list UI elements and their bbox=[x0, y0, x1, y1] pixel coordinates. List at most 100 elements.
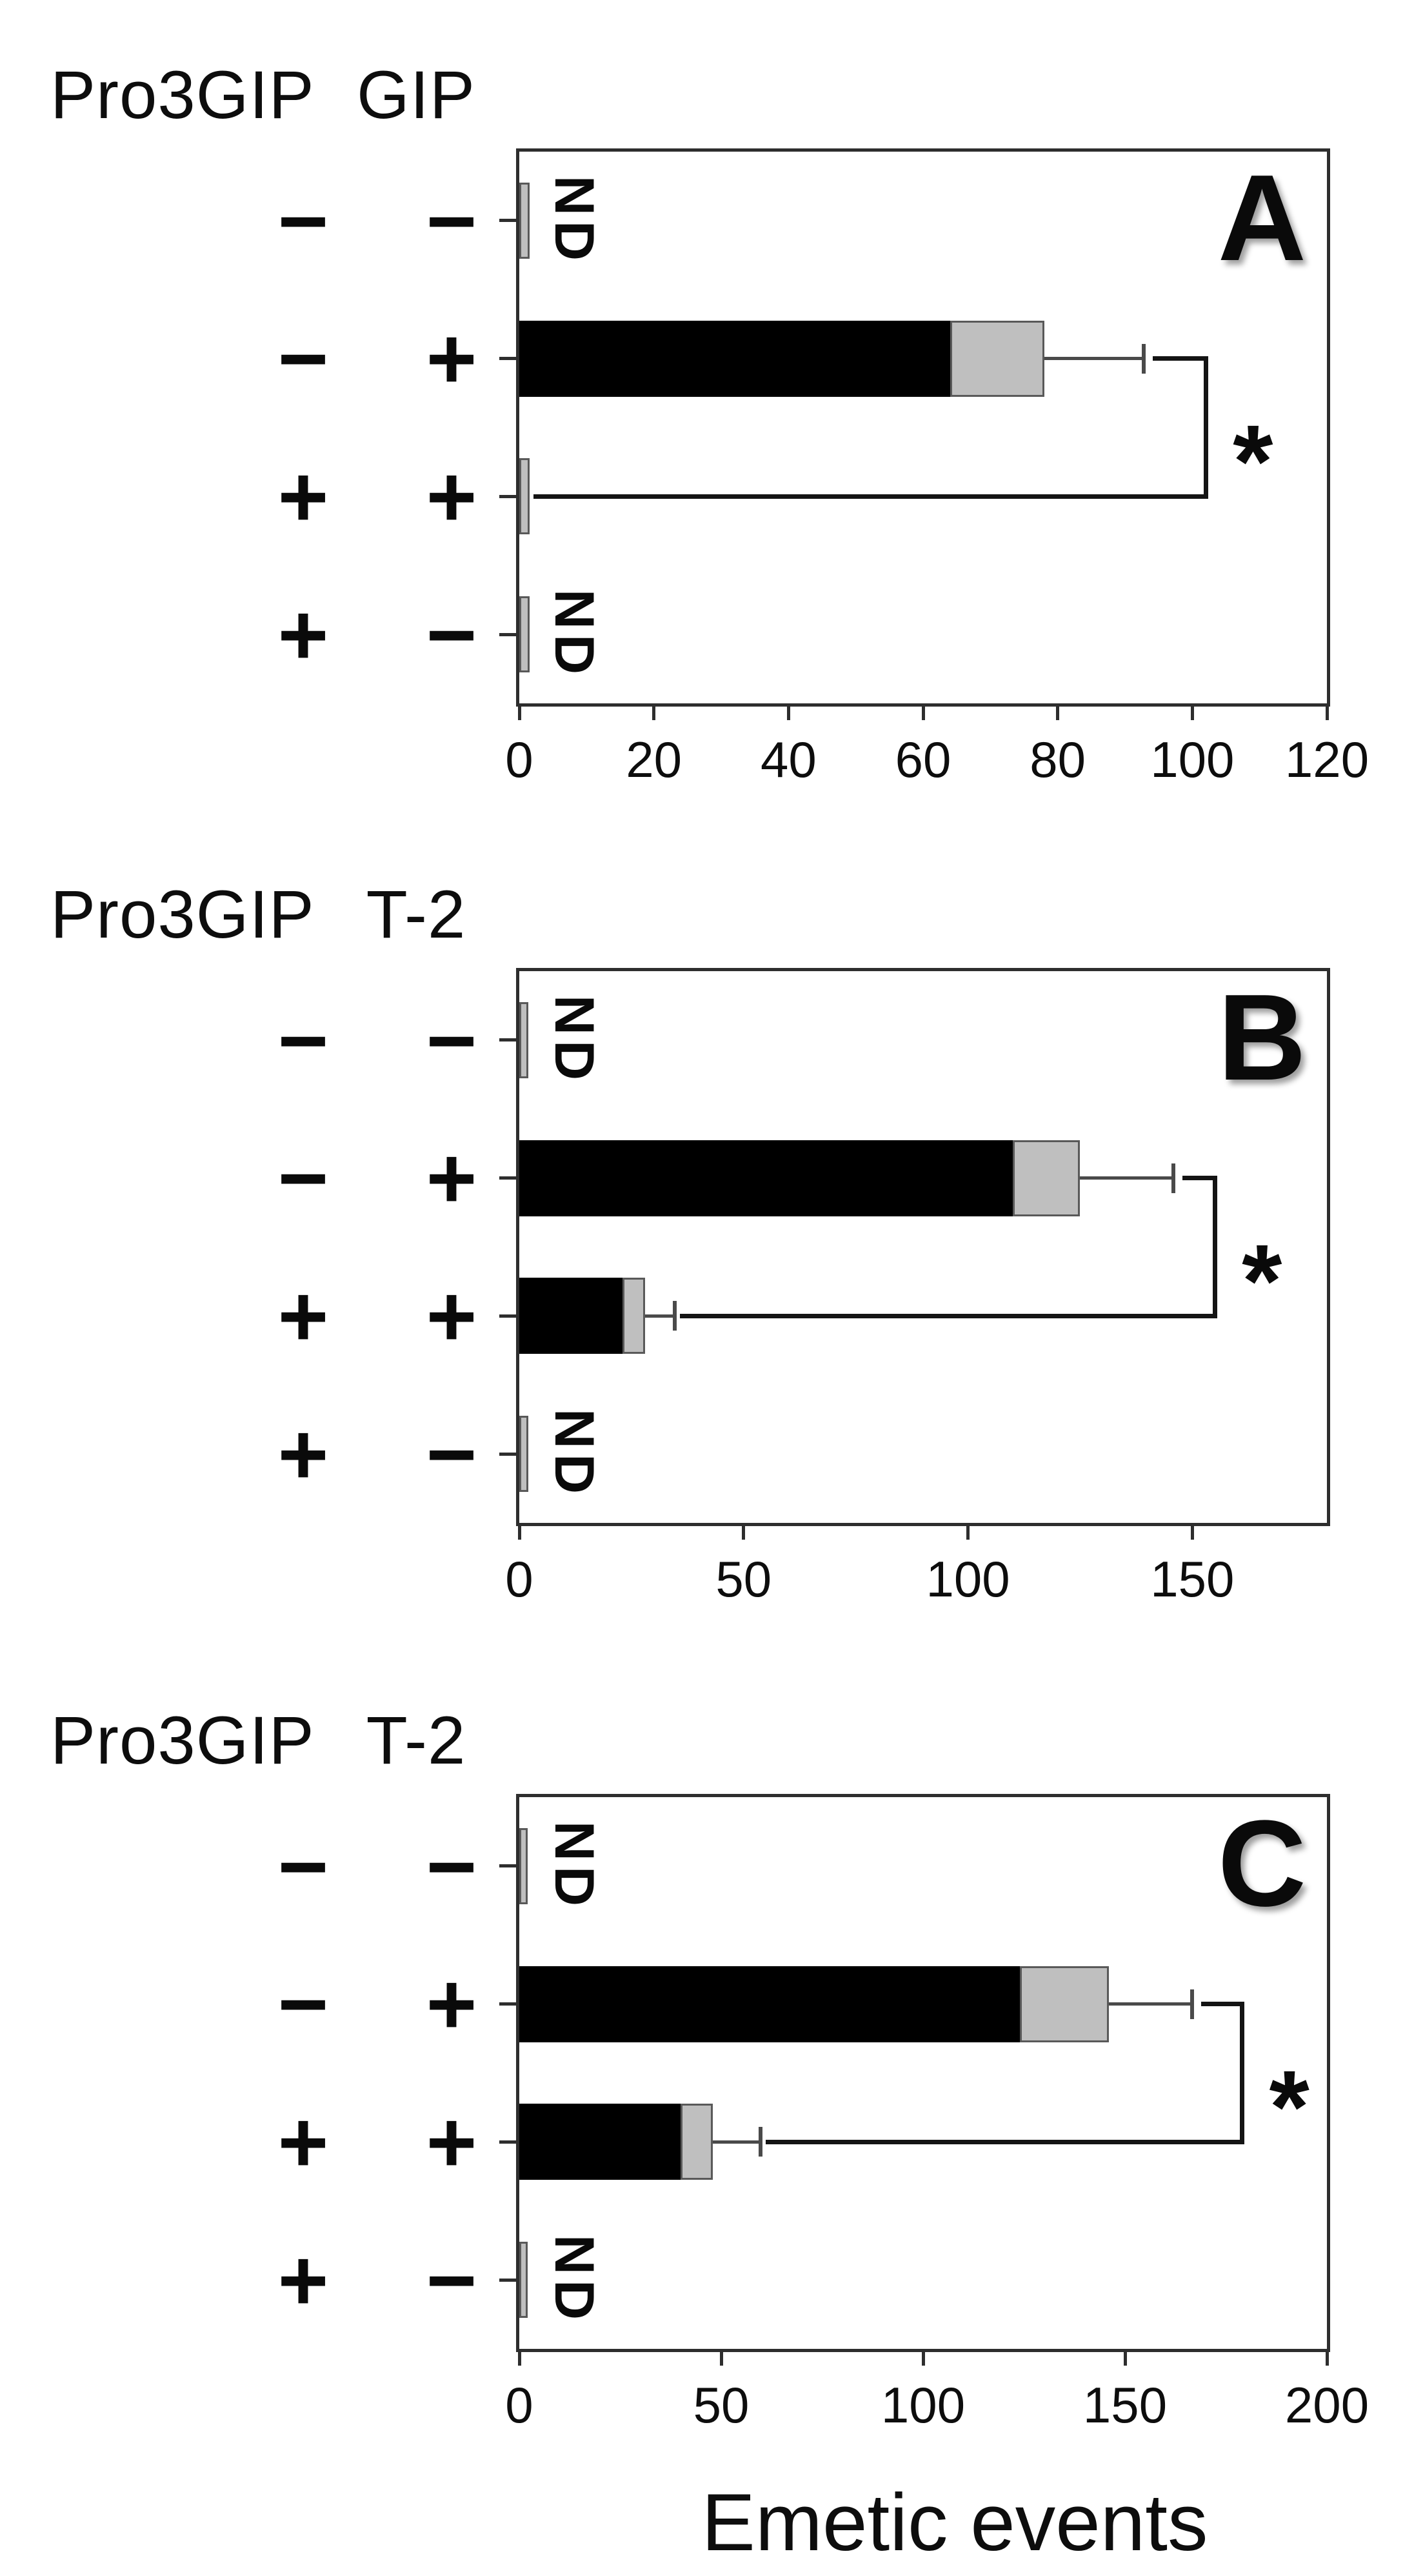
nd-label: ND bbox=[543, 2235, 605, 2326]
nd-label: ND bbox=[543, 589, 605, 680]
sig-bracket-vertical bbox=[1212, 1176, 1217, 1318]
x-axis-tick bbox=[517, 1523, 521, 1540]
nd-bar bbox=[519, 596, 530, 673]
error-bar-cap bbox=[1142, 343, 1146, 374]
bar-gray-segment bbox=[681, 2104, 713, 2180]
sign-pro3gip: + bbox=[277, 2231, 329, 2329]
sign-pro3gip: + bbox=[277, 1405, 329, 1503]
sig-bracket-vertical bbox=[1240, 2002, 1245, 2144]
x-axis-tick bbox=[1325, 703, 1329, 720]
sign-agent: − bbox=[426, 585, 477, 683]
error-bar-cap bbox=[758, 2127, 762, 2157]
error-bar-cap bbox=[1171, 1163, 1175, 1193]
y-axis-tick bbox=[499, 2140, 516, 2144]
nd-label: ND bbox=[543, 175, 605, 266]
y-axis-tick bbox=[499, 2278, 516, 2282]
nd-bar bbox=[519, 1827, 528, 1904]
x-axis-title: Emetic events bbox=[701, 2478, 1208, 2568]
x-tick-label: 0 bbox=[505, 731, 533, 788]
column-header-agent: T-2 bbox=[366, 877, 466, 952]
bar-black-segment bbox=[519, 1140, 1013, 1216]
error-bar bbox=[1080, 1176, 1172, 1180]
sign-agent: − bbox=[426, 2231, 477, 2329]
y-axis-tick bbox=[499, 1314, 516, 1318]
error-bar bbox=[713, 2140, 759, 2144]
panel-letter: A bbox=[1217, 150, 1306, 287]
panel-b: Pro3GIP T-2 − − − + + + + − B ND ND * 0 50 100 150 bbox=[0, 881, 1414, 1700]
column-header-agent: GIP bbox=[357, 57, 475, 133]
x-axis-tick bbox=[517, 2349, 521, 2366]
x-tick-label: 100 bbox=[881, 2377, 966, 2433]
y-axis-tick bbox=[499, 1038, 516, 1042]
sig-bracket-top bbox=[1153, 356, 1208, 361]
x-tick-label: 20 bbox=[626, 731, 682, 788]
column-header-pro3gip: Pro3GIP bbox=[50, 57, 315, 133]
x-tick-label: 80 bbox=[1030, 731, 1086, 788]
sig-bracket-top bbox=[1182, 1176, 1217, 1181]
bar-gray-segment bbox=[1013, 1140, 1080, 1216]
sign-pro3gip: + bbox=[277, 1267, 329, 1365]
error-bar bbox=[1108, 2002, 1191, 2006]
nd-bar bbox=[519, 2242, 528, 2319]
nd-bar bbox=[519, 1416, 528, 1493]
bar-black-segment bbox=[519, 1966, 1021, 2042]
sign-pro3gip: − bbox=[277, 1129, 329, 1227]
y-axis-tick bbox=[499, 1452, 516, 1456]
sig-bracket-bottom bbox=[765, 2139, 1245, 2144]
sign-agent: + bbox=[426, 310, 477, 408]
sign-pro3gip: − bbox=[277, 991, 329, 1089]
sign-pro3gip: − bbox=[277, 172, 329, 270]
x-axis-tick bbox=[517, 703, 521, 720]
x-axis-tick bbox=[1190, 703, 1194, 720]
x-tick-label: 100 bbox=[926, 1551, 1010, 1607]
sign-agent: + bbox=[426, 1955, 477, 2053]
nd-bar bbox=[519, 1001, 528, 1078]
x-axis-tick bbox=[1056, 703, 1060, 720]
error-bar bbox=[644, 1314, 674, 1318]
y-axis-tick bbox=[499, 1864, 516, 1868]
y-axis-tick bbox=[499, 494, 516, 498]
x-axis-tick bbox=[1123, 2349, 1127, 2366]
sign-pro3gip: + bbox=[277, 585, 329, 683]
x-axis-tick bbox=[966, 1523, 970, 1540]
plot-area: B ND ND * 0 50 100 150 bbox=[499, 968, 1330, 1604]
y-axis-tick bbox=[499, 1176, 516, 1180]
sig-bracket-bottom bbox=[680, 1313, 1217, 1318]
sign-pro3gip: − bbox=[277, 1955, 329, 2053]
sign-pro3gip: − bbox=[277, 1817, 329, 1915]
sig-bracket-top bbox=[1201, 2002, 1245, 2007]
bar-black-segment bbox=[519, 320, 950, 397]
x-axis-tick bbox=[921, 2349, 925, 2366]
sign-agent: + bbox=[426, 2093, 477, 2191]
panel-c: Pro3GIP T-2 − − − + + + + − C ND ND * 0 50 100 150 200 bbox=[0, 1707, 1414, 2576]
bar-gray-segment bbox=[1020, 1966, 1109, 2042]
y-axis-tick bbox=[499, 357, 516, 361]
x-tick-label: 150 bbox=[1082, 2377, 1168, 2433]
sign-agent: + bbox=[426, 1267, 477, 1365]
bar-gray-segment bbox=[950, 320, 1044, 397]
y-axis-tick bbox=[499, 2002, 516, 2006]
bar-gray-segment bbox=[519, 458, 530, 535]
error-bar-cap bbox=[1190, 1989, 1195, 2019]
x-tick-label: 50 bbox=[693, 2377, 750, 2433]
x-tick-label: 0 bbox=[505, 1551, 533, 1607]
sig-bracket-bottom bbox=[533, 494, 1208, 499]
panel-letter: B bbox=[1217, 969, 1306, 1106]
error-bar bbox=[1044, 357, 1143, 361]
sign-pro3gip: + bbox=[277, 2093, 329, 2191]
x-tick-label: 150 bbox=[1150, 1551, 1235, 1607]
dose-sign-grid: − − − + + + + − bbox=[0, 1707, 1414, 2576]
significance-asterisk: * bbox=[1233, 403, 1273, 519]
sig-bracket-vertical bbox=[1203, 356, 1208, 499]
sign-pro3gip: − bbox=[277, 310, 329, 408]
nd-label: ND bbox=[543, 1820, 605, 1911]
x-axis-tick bbox=[652, 703, 656, 720]
sign-agent: + bbox=[426, 448, 477, 545]
panel-a: Pro3GIP GIP − − − + + + + − A ND ND * 0 20 40 60 80 100… bbox=[0, 61, 1414, 881]
x-tick-label: 60 bbox=[895, 731, 951, 788]
plot-area: A ND ND * 0 20 40 60 80 100 120 bbox=[499, 148, 1369, 785]
x-axis-tick bbox=[921, 703, 925, 720]
x-axis-tick bbox=[786, 703, 790, 720]
x-axis-tick bbox=[1190, 1523, 1194, 1540]
